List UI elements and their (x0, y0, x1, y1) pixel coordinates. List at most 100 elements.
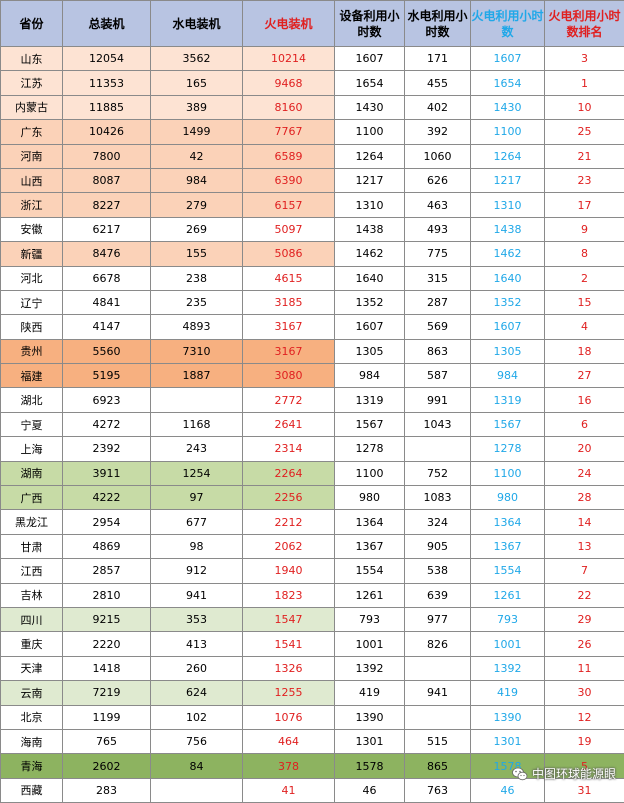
cell-thermal-utilization-hours: 1392 (471, 656, 545, 680)
cell-thermal-rank: 6 (545, 412, 624, 436)
cell-thermal-rank: 2 (545, 266, 624, 290)
cell-utilization-hours: 1217 (335, 168, 405, 192)
cell-hydro-capacity: 1168 (151, 412, 243, 436)
cell-thermal-utilization-hours: 1607 (471, 47, 545, 71)
header-total-capacity: 总装机 (63, 1, 151, 47)
cell-total-capacity: 7800 (63, 144, 151, 168)
header-thermal-rank: 火电利用小时数排名 (545, 1, 624, 47)
cell-hydro-capacity: 155 (151, 242, 243, 266)
cell-thermal-capacity: 1326 (243, 656, 335, 680)
cell-province: 辽宁 (1, 290, 63, 314)
cell-thermal-rank: 23 (545, 168, 624, 192)
cell-province: 青海 (1, 754, 63, 778)
cell-hydro-capacity: 279 (151, 193, 243, 217)
cell-hydro-utilization-hours: 392 (405, 120, 471, 144)
cell-thermal-utilization-hours: 1100 (471, 120, 545, 144)
cell-hydro-capacity: 102 (151, 705, 243, 729)
cell-total-capacity: 5560 (63, 339, 151, 363)
cell-hydro-utilization-hours: 315 (405, 266, 471, 290)
cell-utilization-hours: 1390 (335, 705, 405, 729)
cell-province: 北京 (1, 705, 63, 729)
cell-utilization-hours: 1654 (335, 71, 405, 95)
cell-thermal-rank: 27 (545, 364, 624, 388)
cell-total-capacity: 1199 (63, 705, 151, 729)
cell-total-capacity: 6678 (63, 266, 151, 290)
cell-thermal-utilization-hours: 1301 (471, 729, 545, 753)
cell-hydro-capacity: 912 (151, 559, 243, 583)
cell-utilization-hours: 1364 (335, 510, 405, 534)
cell-province: 江西 (1, 559, 63, 583)
cell-thermal-rank: 20 (545, 437, 624, 461)
cell-province: 四川 (1, 607, 63, 631)
cell-province: 贵州 (1, 339, 63, 363)
cell-total-capacity: 4869 (63, 534, 151, 558)
cell-thermal-rank: 9 (545, 217, 624, 241)
cell-hydro-utilization-hours: 775 (405, 242, 471, 266)
cell-thermal-utilization-hours: 1567 (471, 412, 545, 436)
cell-hydro-capacity: 984 (151, 168, 243, 192)
cell-utilization-hours: 1352 (335, 290, 405, 314)
cell-hydro-capacity: 238 (151, 266, 243, 290)
cell-hydro-utilization-hours: 463 (405, 193, 471, 217)
cell-province: 新疆 (1, 242, 63, 266)
cell-thermal-capacity: 5086 (243, 242, 335, 266)
cell-utilization-hours: 1438 (335, 217, 405, 241)
cell-thermal-rank: 3 (545, 47, 624, 71)
cell-thermal-rank: 14 (545, 510, 624, 534)
cell-hydro-capacity: 353 (151, 607, 243, 631)
cell-province: 陕西 (1, 315, 63, 339)
cell-thermal-capacity: 3185 (243, 290, 335, 314)
cell-thermal-capacity: 3167 (243, 339, 335, 363)
watermark: 中图环球能源眼 (512, 765, 616, 782)
cell-thermal-capacity: 6157 (243, 193, 335, 217)
cell-province: 浙江 (1, 193, 63, 217)
cell-hydro-capacity: 413 (151, 632, 243, 656)
cell-hydro-utilization-hours: 977 (405, 607, 471, 631)
cell-hydro-capacity: 941 (151, 583, 243, 607)
cell-thermal-capacity: 2212 (243, 510, 335, 534)
cell-thermal-capacity: 464 (243, 729, 335, 753)
cell-thermal-capacity: 1547 (243, 607, 335, 631)
cell-total-capacity: 4222 (63, 486, 151, 510)
cell-hydro-capacity (151, 388, 243, 412)
cell-thermal-rank: 4 (545, 315, 624, 339)
cell-hydro-capacity: 98 (151, 534, 243, 558)
cell-thermal-utilization-hours: 1367 (471, 534, 545, 558)
cell-hydro-capacity (151, 778, 243, 802)
cell-hydro-utilization-hours: 863 (405, 339, 471, 363)
cell-total-capacity: 10426 (63, 120, 151, 144)
cell-hydro-utilization-hours: 569 (405, 315, 471, 339)
cell-hydro-capacity: 3562 (151, 47, 243, 71)
cell-thermal-utilization-hours: 984 (471, 364, 545, 388)
cell-thermal-rank: 12 (545, 705, 624, 729)
cell-thermal-utilization-hours: 1554 (471, 559, 545, 583)
cell-province: 云南 (1, 681, 63, 705)
cell-hydro-utilization-hours: 991 (405, 388, 471, 412)
cell-thermal-utilization-hours: 1278 (471, 437, 545, 461)
cell-total-capacity: 283 (63, 778, 151, 802)
cell-total-capacity: 6217 (63, 217, 151, 241)
cell-province: 西藏 (1, 778, 63, 802)
cell-thermal-capacity: 2256 (243, 486, 335, 510)
cell-hydro-capacity: 4893 (151, 315, 243, 339)
cell-utilization-hours: 1261 (335, 583, 405, 607)
cell-thermal-capacity: 4615 (243, 266, 335, 290)
cell-province: 福建 (1, 364, 63, 388)
cell-province: 山东 (1, 47, 63, 71)
cell-hydro-capacity: 97 (151, 486, 243, 510)
cell-thermal-capacity: 2264 (243, 461, 335, 485)
header-thermal-capacity: 火电装机 (243, 1, 335, 47)
